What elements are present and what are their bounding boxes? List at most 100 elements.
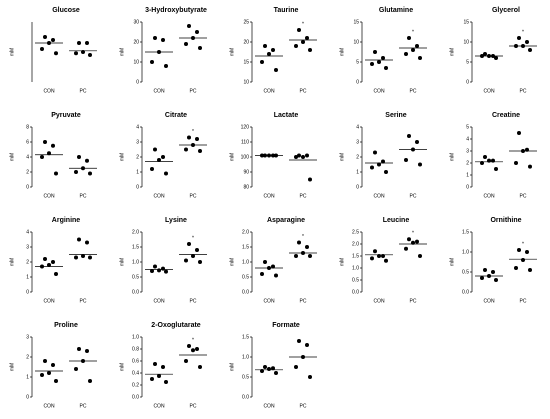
x-tick-label: PC	[410, 298, 417, 304]
data-point	[271, 48, 275, 52]
data-point	[308, 177, 312, 182]
panel-title: 3-Hydroxybutyrate	[145, 7, 207, 14]
data-point	[85, 158, 89, 163]
y-tick-label: 0.5	[132, 274, 139, 280]
data-point	[157, 268, 161, 273]
data-point	[274, 371, 278, 375]
data-point	[294, 155, 298, 159]
y-tick-label: 0	[26, 394, 29, 400]
x-tick-label: CON	[263, 88, 275, 94]
data-point	[43, 35, 47, 39]
significance-mark: *	[302, 21, 304, 27]
data-point	[198, 260, 202, 264]
data-point	[297, 339, 301, 343]
data-point	[384, 170, 388, 174]
y-axis-label: mM	[9, 153, 15, 161]
panel-title: Serine	[385, 112, 407, 119]
data-point	[150, 269, 154, 273]
data-point	[297, 240, 301, 245]
x-tick-label: PC	[520, 298, 527, 304]
data-point	[85, 349, 89, 353]
data-point	[528, 48, 532, 52]
y-tick-label: 0.4	[132, 370, 139, 376]
data-point	[418, 162, 422, 167]
panel-title: Glutamine	[379, 7, 413, 14]
data-point	[294, 254, 298, 258]
data-point	[40, 155, 44, 159]
data-point	[517, 248, 521, 252]
data-point	[404, 52, 408, 56]
x-tick-label: PC	[410, 193, 417, 199]
significance-mark: *	[522, 241, 524, 247]
x-tick-label: CON	[153, 193, 165, 199]
y-tick-label: 1.5	[242, 334, 249, 340]
x-tick-label: CON	[43, 403, 55, 409]
data-point	[88, 53, 92, 57]
y-tick-label: 1.0	[132, 259, 139, 265]
panel-title: Leucine	[383, 217, 410, 224]
data-point	[187, 135, 191, 140]
y-tick-label: 80	[243, 184, 249, 190]
data-point	[274, 273, 278, 278]
x-tick-label: PC	[300, 88, 307, 94]
y-tick-label: 1	[26, 374, 29, 380]
data-point	[305, 245, 309, 249]
data-point	[381, 159, 385, 164]
y-axis-label: mM	[229, 258, 235, 266]
x-tick-label: PC	[80, 88, 87, 94]
x-tick-label: PC	[80, 193, 87, 199]
y-tick-label: 10	[243, 79, 249, 85]
data-point	[404, 246, 408, 251]
data-point	[418, 56, 422, 60]
data-point	[415, 239, 419, 244]
y-axis-label: mM	[229, 363, 235, 371]
panel-title: Lactate	[274, 112, 299, 119]
y-tick-label: 1.0	[242, 354, 249, 360]
data-point	[74, 170, 78, 174]
y-tick-label: 4	[466, 136, 469, 142]
data-point	[494, 56, 498, 60]
data-point	[54, 272, 58, 276]
data-point	[88, 379, 92, 383]
data-point	[373, 50, 377, 54]
y-tick-label: 2	[136, 154, 139, 160]
data-point	[525, 250, 529, 254]
y-axis-label: mM	[449, 48, 455, 56]
data-point	[271, 366, 275, 371]
data-point	[150, 377, 154, 381]
y-tick-label: 1.5	[462, 229, 469, 235]
y-axis-label: mM	[339, 153, 345, 161]
data-point	[384, 258, 388, 263]
data-point	[305, 343, 309, 347]
y-tick-label: 0.0	[132, 289, 139, 295]
y-axis-label: mM	[229, 153, 235, 161]
y-axis-label: mM	[119, 258, 125, 266]
panel-title: Glucose	[52, 7, 80, 14]
data-point	[161, 266, 165, 271]
data-point	[187, 242, 191, 246]
significance-mark: *	[192, 235, 194, 241]
y-tick-label: 8	[26, 124, 29, 130]
data-point	[305, 36, 309, 40]
y-axis-label: mM	[9, 48, 15, 56]
data-point	[77, 347, 81, 351]
data-point	[483, 155, 487, 159]
x-tick-label: CON	[263, 193, 275, 199]
y-tick-label: 20	[133, 39, 139, 45]
y-axis-label: mM	[119, 363, 125, 371]
data-point	[274, 68, 278, 72]
y-axis-label: mM	[119, 48, 125, 56]
y-tick-label: 3	[466, 148, 469, 154]
panel-title: Proline	[54, 322, 78, 329]
y-tick-label: 5	[466, 124, 469, 130]
y-tick-label: 3	[136, 139, 139, 145]
x-tick-label: CON	[153, 298, 165, 304]
y-tick-label: 4	[26, 154, 29, 160]
data-point	[153, 36, 157, 40]
y-tick-label: 1.5	[132, 244, 139, 250]
data-point	[370, 256, 374, 261]
x-tick-label: PC	[520, 88, 527, 94]
data-point	[85, 240, 89, 245]
data-point	[51, 260, 55, 264]
